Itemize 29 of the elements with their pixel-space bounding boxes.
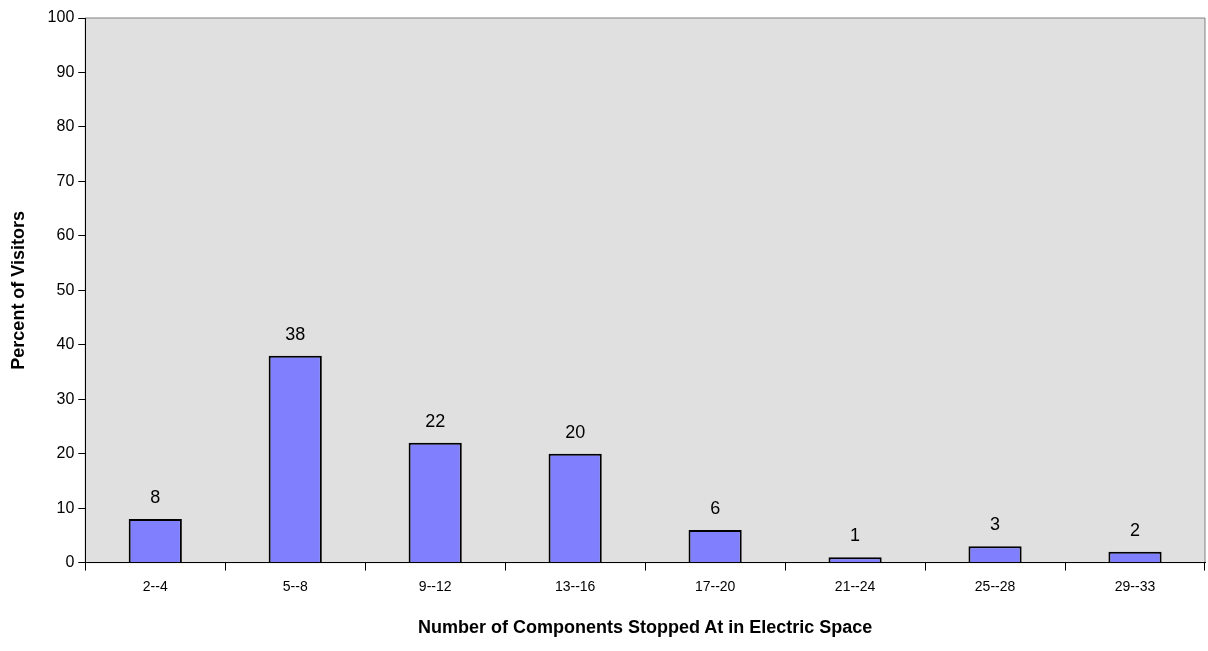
data-label: 3	[990, 514, 1001, 535]
y-tick-label: 10	[56, 498, 75, 516]
x-tick-label: 2--4	[142, 577, 168, 594]
y-tick-label: 0	[65, 553, 75, 571]
x-tick-label: 9--12	[418, 577, 452, 594]
x-tick-label: 13--16	[554, 577, 596, 594]
y-axis-title: Percent of Visitors	[7, 210, 28, 370]
data-label: 1	[850, 525, 861, 546]
x-tick-label: 29--33	[1114, 577, 1156, 594]
y-tick-label: 30	[56, 389, 75, 407]
data-label: 2	[1130, 519, 1141, 540]
x-tick-label: 21--24	[834, 577, 876, 594]
y-tick-label: 80	[56, 117, 75, 135]
data-label: 6	[710, 497, 721, 518]
y-tick-label: 100	[47, 8, 75, 26]
x-tick-label: 25--28	[974, 577, 1016, 594]
y-tick-label: 20	[56, 444, 75, 462]
x-axis-title: Number of Components Stopped At in Electric Space	[417, 617, 873, 638]
y-tick-label: 40	[56, 335, 75, 353]
data-label: 22	[425, 410, 446, 431]
x-tick-label: 5--8	[282, 577, 308, 594]
y-tick-label: 60	[56, 226, 75, 244]
data-label: 20	[565, 421, 586, 442]
data-label: 38	[285, 323, 306, 344]
y-tick-label: 50	[56, 280, 75, 298]
y-tick-label: 90	[56, 62, 75, 80]
y-tick-label: 70	[56, 171, 75, 189]
data-label: 8	[150, 487, 161, 507]
x-tick-label: 17--20	[694, 577, 736, 594]
